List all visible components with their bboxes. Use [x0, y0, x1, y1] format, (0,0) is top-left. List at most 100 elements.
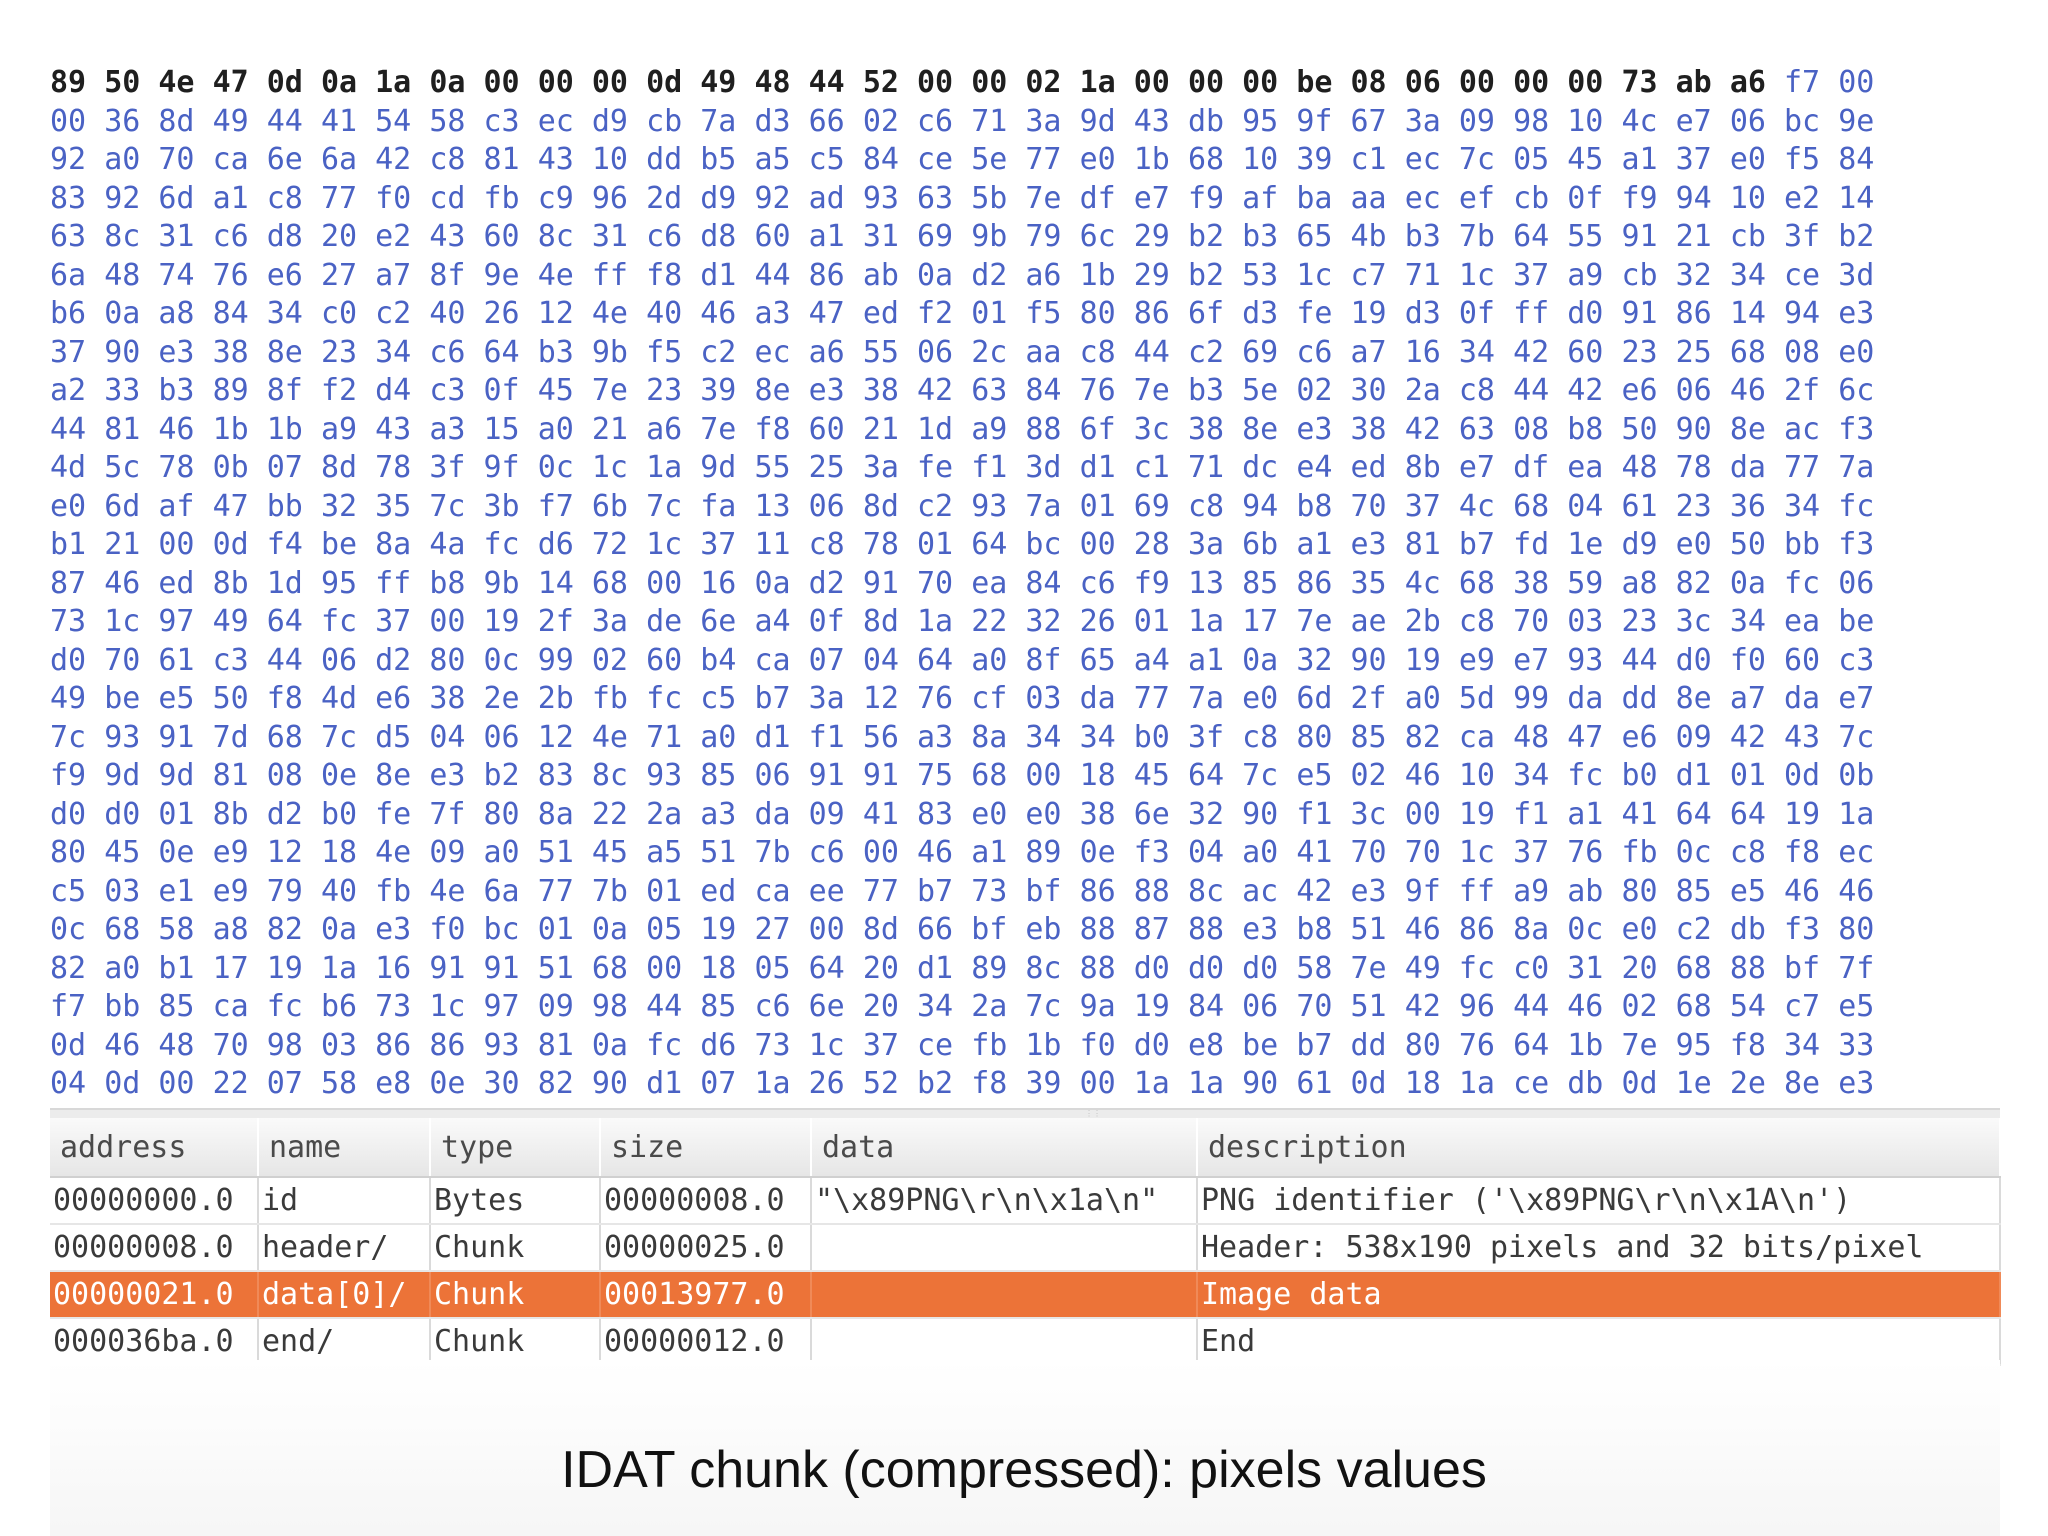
hex-byte[interactable]: 2b [537, 681, 574, 716]
hex-byte[interactable]: 43 [537, 142, 574, 177]
hex-byte[interactable]: a6 [808, 334, 845, 370]
hex-byte[interactable]: 09 [429, 835, 466, 870]
hex-byte[interactable]: ec [537, 103, 574, 139]
hex-byte[interactable]: 42 [1404, 411, 1441, 447]
hex-byte[interactable]: 68 [1187, 142, 1225, 177]
hex-byte[interactable]: 32 [1675, 257, 1712, 293]
hex-byte[interactable]: 68 [1729, 334, 1766, 370]
hex-byte[interactable]: 00 [1133, 65, 1170, 100]
hex-byte[interactable]: 10 [1729, 180, 1766, 216]
hex-byte[interactable]: 7e [591, 373, 628, 408]
hex-byte[interactable]: f8 [754, 411, 791, 447]
hex-byte[interactable]: c6 [646, 219, 683, 254]
hex-byte[interactable]: 3d [1838, 257, 1875, 293]
hex-byte[interactable]: a2 [50, 373, 87, 408]
hex-byte[interactable]: 34 [1784, 1027, 1821, 1063]
hex-byte[interactable]: 82 [1404, 719, 1441, 755]
hex-byte[interactable]: d0 [1242, 950, 1279, 986]
hex-byte[interactable]: 17 [1242, 604, 1279, 639]
hex-byte[interactable]: a0 [1242, 835, 1279, 870]
hex-byte[interactable]: b8 [429, 565, 466, 601]
hex-byte[interactable]: 4c [1621, 103, 1658, 139]
hex-row[interactable]: c5 03 e1 e9 79 40 fb 4e 6a 77 7b 01 ed c… [50, 873, 2000, 912]
hex-byte[interactable]: 0a [429, 65, 466, 100]
hex-byte[interactable]: be [104, 681, 141, 716]
hex-byte[interactable]: 6b [1242, 527, 1279, 562]
hex-byte[interactable]: 86 [1296, 565, 1333, 601]
hex-byte[interactable]: b6 [320, 989, 358, 1024]
hex-row[interactable]: d0 d0 01 8b d2 b0 fe 7f 80 8a 22 2a a3 d… [50, 796, 2000, 835]
hex-byte[interactable]: f7 [537, 488, 574, 524]
hex-byte[interactable]: e7 [1458, 450, 1495, 485]
hex-byte[interactable]: c2 [1187, 334, 1225, 370]
hex-byte[interactable]: 78 [1675, 450, 1712, 485]
hex-byte[interactable]: 0b [1838, 758, 1875, 793]
hex-byte[interactable]: 73 [971, 873, 1008, 909]
hex-byte[interactable]: ea [971, 565, 1008, 601]
hex-byte[interactable]: 91 [862, 758, 899, 793]
hex-row[interactable]: a2 33 b3 89 8f f2 d4 c3 0f 45 7e 23 39 8… [50, 372, 2000, 411]
hex-byte[interactable]: d5 [375, 719, 412, 755]
hex-byte[interactable]: 81 [212, 758, 249, 793]
hex-byte[interactable]: 01 [1133, 604, 1170, 639]
hex-byte[interactable]: 1c [808, 1027, 845, 1063]
hex-byte[interactable]: 73 [375, 989, 412, 1024]
hex-byte[interactable]: 04 [429, 719, 466, 755]
hex-byte[interactable]: ab [1675, 65, 1712, 100]
hex-byte[interactable]: b7 [754, 681, 791, 716]
hex-byte[interactable]: 78 [158, 450, 195, 485]
hex-byte[interactable]: 34 [1784, 488, 1821, 524]
hex-byte[interactable]: 06 [320, 642, 358, 678]
cell-name[interactable]: end/ [258, 1318, 431, 1366]
hex-byte[interactable]: ce [917, 1027, 954, 1063]
hex-byte[interactable]: 58 [158, 912, 195, 947]
hex-byte[interactable]: 51 [537, 835, 574, 870]
hex-byte[interactable]: 70 [1513, 604, 1550, 639]
hex-byte[interactable]: 64 [971, 527, 1008, 562]
hex-byte[interactable]: ce [1513, 1066, 1550, 1101]
hex-byte[interactable]: 31 [862, 219, 899, 254]
cell-size[interactable]: 00000012.0 [600, 1318, 812, 1366]
hex-byte[interactable]: 95 [320, 565, 358, 601]
hex-byte[interactable]: be [320, 527, 358, 562]
hex-byte[interactable]: 07 [266, 450, 303, 485]
hex-byte[interactable]: d2 [375, 642, 412, 678]
hex-byte[interactable]: ce [1784, 257, 1821, 293]
hex-byte[interactable]: 9a [1079, 989, 1116, 1024]
hex-byte[interactable]: 95 [1675, 1027, 1712, 1063]
hex-byte[interactable]: 8e [1675, 681, 1712, 716]
hex-byte[interactable]: 42 [1296, 873, 1333, 909]
hex-byte[interactable]: 29 [1133, 257, 1170, 293]
hex-byte[interactable]: 41 [862, 796, 899, 832]
hex-byte[interactable]: 87 [1133, 912, 1170, 947]
hex-byte[interactable]: 85 [1350, 719, 1387, 755]
hex-byte[interactable]: 37 [700, 527, 737, 562]
hex-byte[interactable]: 70 [1404, 835, 1441, 870]
hex-byte[interactable]: 7c [646, 488, 683, 524]
hex-byte[interactable]: 21 [1675, 219, 1712, 254]
hex-byte[interactable]: 35 [375, 488, 412, 524]
hex-row[interactable]: 44 81 46 1b 1b a9 43 a3 15 a0 21 a6 7e f… [50, 411, 2000, 450]
hex-byte[interactable]: 70 [212, 1027, 249, 1063]
hex-byte[interactable]: ba [1296, 180, 1333, 216]
hex-byte[interactable]: c5 [700, 681, 737, 716]
hex-byte[interactable]: be [1242, 1027, 1279, 1063]
hex-byte[interactable]: 70 [104, 642, 141, 678]
hex-row[interactable]: 00 36 8d 49 44 41 54 58 c3 ec d9 cb 7a d… [50, 103, 2000, 142]
hex-byte[interactable]: ac [1784, 411, 1821, 447]
hex-byte[interactable]: 6d [158, 180, 195, 216]
hex-byte[interactable]: 47 [212, 65, 249, 100]
hex-byte[interactable]: ca [1458, 719, 1495, 755]
hex-byte[interactable]: 58 [320, 1066, 358, 1101]
hex-byte[interactable]: 2b [1404, 604, 1441, 639]
hex-byte[interactable]: 7a [1025, 488, 1062, 524]
hex-byte[interactable]: 77 [320, 180, 358, 216]
hex-byte[interactable]: 8e [375, 758, 412, 793]
hex-byte[interactable]: 06 [1838, 565, 1875, 601]
hex-byte[interactable]: e4 [1296, 450, 1333, 485]
hex-byte[interactable]: 31 [1567, 950, 1604, 986]
hex-byte[interactable]: bb [104, 989, 141, 1024]
hex-byte[interactable]: e6 [266, 257, 303, 293]
hex-byte[interactable]: 79 [1025, 219, 1062, 254]
hex-row[interactable]: 6a 48 74 76 e6 27 a7 8f 9e 4e ff f8 d1 4… [50, 257, 2000, 296]
